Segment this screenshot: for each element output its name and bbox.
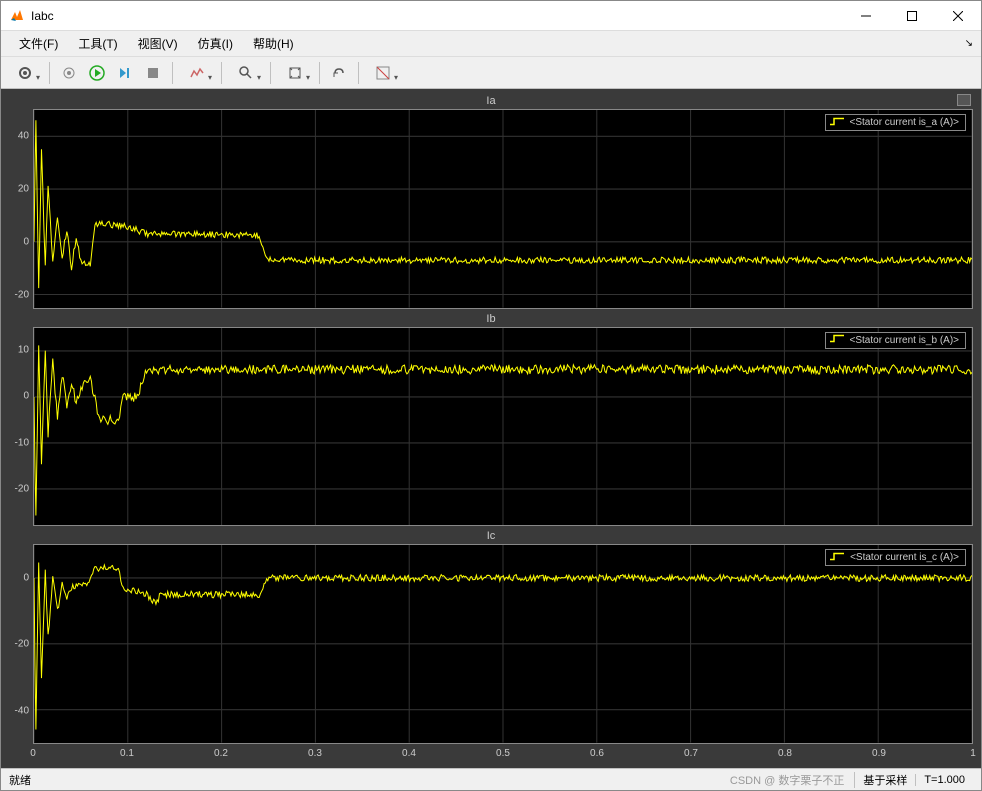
x-tick-label: 0.3 [308,748,322,759]
y-tick-label: -20 [15,484,29,495]
legend-label: <Stator current is_a (A)> [850,117,960,128]
target-icon [61,65,77,81]
matlab-logo-icon [9,8,25,24]
x-tick-label: 0.8 [778,748,792,759]
x-tick-label: 1 [970,748,976,759]
y-axis: -20 0 20 40 [9,109,33,309]
window-title: Iabc [31,9,843,23]
signal-icon [189,65,205,81]
measure-button[interactable] [365,61,401,85]
x-tick-label: 0.1 [120,748,134,759]
y-tick-label: 20 [18,183,29,194]
legend: <Stator current is_c (A)> [825,549,966,566]
status-sample: 基于采样 [854,772,915,788]
title-bar: Iabc [1,1,981,31]
menu-tools[interactable]: 工具(T) [68,32,127,55]
legend-label: <Stator current is_c (A)> [850,552,959,563]
y-tick-label: 0 [23,572,29,583]
settings-button[interactable] [7,61,43,85]
plot-canvas[interactable]: <Stator current is_a (A)> [33,109,973,309]
y-tick-label: 0 [23,237,29,248]
y-tick-label: 40 [18,130,29,141]
plot-canvas[interactable]: <Stator current is_b (A)> [33,327,973,527]
step-button[interactable] [112,61,138,85]
toolbar [1,57,981,89]
status-bar: 就绪 CSDN @ 数字栗子不正 基于采样 T=1.000 [1,768,981,790]
x-tick-label: 0.6 [590,748,604,759]
watermark-text: CSDN @ 数字栗子不正 [730,772,844,788]
x-tick-label: 0.2 [214,748,228,759]
autoscale-icon [287,65,303,81]
plot-area: Ia-2002040<Stator current is_a (A)>Ib-20… [1,89,981,768]
toolbar-separator [358,62,359,84]
gear-icon [17,65,33,81]
x-axis: 0 0.1 0.2 0.3 0.4 0.5 0.6 0.7 0.8 0.9 1 [33,746,973,764]
minimize-button[interactable] [843,1,889,31]
restore-icon [331,65,347,81]
toolbar-separator [221,62,222,84]
status-ready: 就绪 [9,772,730,788]
stop-icon [145,65,161,81]
legend: <Stator current is_b (A)> [825,332,967,349]
zoom-icon [238,65,254,81]
subplot-title: Ia [9,93,973,109]
subplot-title: Ib [9,311,973,327]
toolbar-separator [49,62,50,84]
stop-button[interactable] [140,61,166,85]
menu-overflow-icon[interactable]: ↘ [965,38,973,49]
menu-simulation[interactable]: 仿真(I) [188,32,243,55]
y-tick-label: -20 [15,639,29,650]
y-tick-label: 0 [23,391,29,402]
x-tick-label: 0.9 [872,748,886,759]
menu-file[interactable]: 文件(F) [9,32,68,55]
x-tick-label: 0.5 [496,748,510,759]
run-button[interactable] [84,61,110,85]
y-tick-label: 10 [18,344,29,355]
legend-label: <Stator current is_b (A)> [850,335,960,346]
y-tick-label: -10 [15,437,29,448]
autoscale-button[interactable] [277,61,313,85]
subplot-Ic: Ic -40 -20 0 <Stator current is_c (A)> [9,528,973,744]
legend: <Stator current is_a (A)> [825,114,967,131]
plot-canvas[interactable]: <Stator current is_c (A)> [33,544,973,744]
menu-help[interactable]: 帮助(H) [243,32,304,55]
toolbar-separator [319,62,320,84]
maximize-button[interactable] [889,1,935,31]
restore-button[interactable] [326,61,352,85]
menu-view[interactable]: 视图(V) [128,32,188,55]
toolbar-separator [172,62,173,84]
menu-bar: 文件(F) 工具(T) 视图(V) 仿真(I) 帮助(H) ↘ [1,31,981,57]
y-axis: -20 -10 0 10 [9,327,33,527]
x-tick-label: 0.7 [684,748,698,759]
close-button[interactable] [935,1,981,31]
play-icon [89,65,105,81]
y-axis: -40 -20 0 [9,544,33,744]
step-forward-icon [117,65,133,81]
highlight-button[interactable] [179,61,215,85]
toolbar-separator [270,62,271,84]
subplot-Ib: Ib -20 -10 0 10 <Stator current is_b (A)> [9,311,973,527]
subplot-Ia: Ia -20 0 20 40 <Stator current is_a (A)> [9,93,973,309]
ruler-icon [375,65,391,81]
x-tick-label: 0 [30,748,36,759]
expand-plot-icon[interactable] [957,94,971,106]
status-time: T=1.000 [915,774,973,786]
y-tick-label: -40 [15,705,29,716]
subplot-title: Ic [9,528,973,544]
y-tick-label: -20 [15,290,29,301]
x-tick-label: 0.4 [402,748,416,759]
print-button[interactable] [56,61,82,85]
zoom-button[interactable] [228,61,264,85]
